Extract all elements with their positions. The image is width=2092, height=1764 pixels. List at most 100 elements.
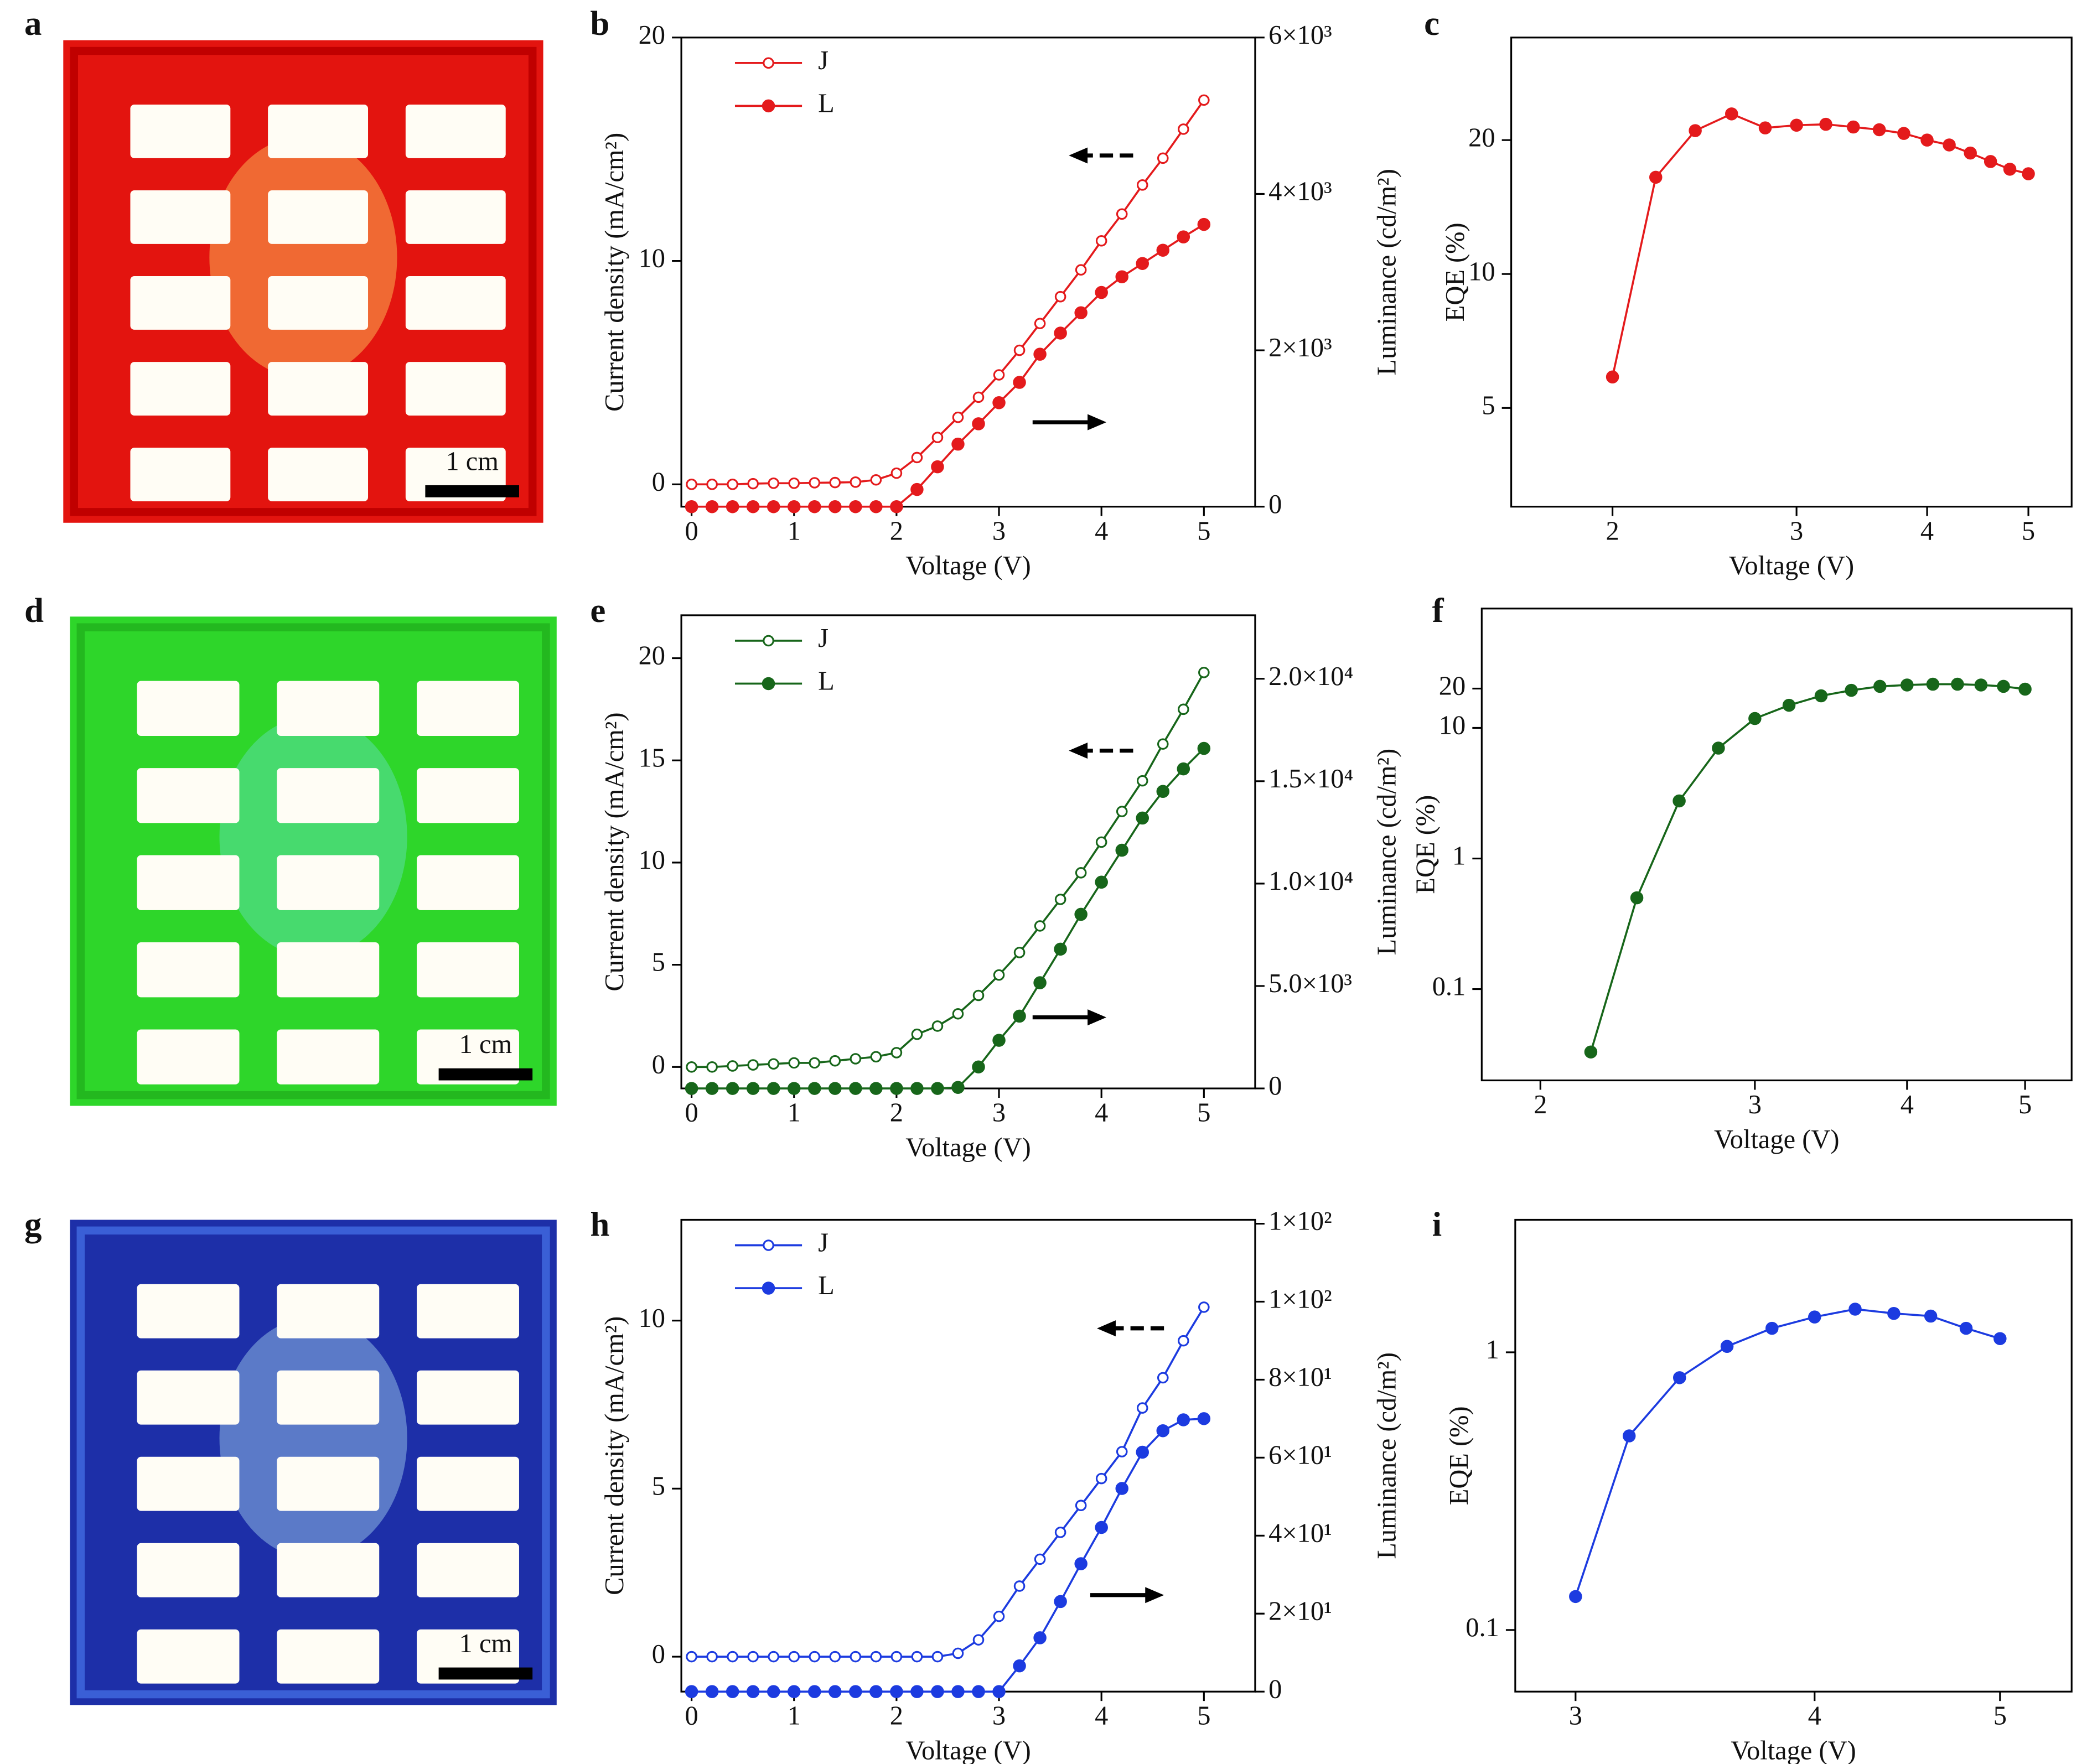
photo-pixel (137, 1629, 240, 1684)
y-axis-title: EQE (%) (1411, 795, 1441, 894)
x-axis-title: Voltage (V) (905, 1736, 1031, 1764)
data-point (972, 1634, 985, 1646)
data-point (1198, 94, 1210, 106)
data-point (1116, 208, 1128, 220)
data-point (808, 1082, 821, 1095)
legend-marker (763, 1239, 774, 1251)
plot-frame (1480, 608, 2073, 1082)
data-point (992, 1034, 1006, 1047)
panel-label: i (1432, 1205, 1442, 1243)
data-point (1177, 230, 1190, 243)
photo-frame (76, 623, 550, 1099)
data-point (829, 1055, 841, 1067)
x-tick-label: 5 (1197, 516, 1210, 546)
photo-pixel (130, 276, 231, 330)
data-point (931, 1020, 944, 1032)
data-point (809, 1651, 821, 1663)
photo-pixel (405, 276, 506, 330)
photo-frame (76, 1226, 550, 1699)
data-point (1054, 326, 1067, 340)
photo-pixel (277, 1370, 380, 1425)
panel-label: c (1424, 4, 1439, 43)
photo-pixel (277, 855, 380, 910)
data-point (931, 460, 944, 474)
data-point (1054, 1595, 1067, 1609)
data-point (768, 478, 780, 489)
data-point (685, 1685, 698, 1698)
data-point (788, 478, 800, 489)
data-point (1013, 1659, 1026, 1673)
x-tick-label: 3 (1569, 1701, 1582, 1731)
data-point (828, 1685, 842, 1698)
data-point (828, 1082, 842, 1095)
data-point (829, 476, 841, 489)
data-point (685, 1082, 698, 1095)
legend-label: J (818, 624, 828, 653)
data-point (849, 1685, 862, 1698)
panel-label: e (590, 591, 605, 630)
data-point (1959, 1321, 1973, 1335)
photo-pixel (417, 1456, 519, 1511)
data-point (870, 1051, 882, 1063)
data-point (972, 1685, 985, 1698)
data-point (1095, 235, 1107, 247)
data-point (1116, 806, 1128, 817)
data-point (1649, 170, 1663, 184)
chart: e 0 1 2 3 4 5 0 5 10 15 20 0 5.0×10³ 1.0×10⁴ 1.5×10⁴ 2.0… (590, 591, 1401, 1163)
data-point (1095, 286, 1108, 299)
series-line (1575, 1308, 2001, 1597)
data-point (746, 1685, 760, 1698)
photo-pixel (417, 1543, 519, 1597)
data-point (1198, 667, 1210, 678)
data-point (972, 391, 985, 403)
photo-pixel (277, 681, 380, 736)
x-tick-label: 4 (1095, 1701, 1108, 1731)
y2-axis-title: Luminance (cd/m²) (1372, 1352, 1401, 1559)
data-point (1872, 123, 1886, 137)
photo-pixel (417, 768, 519, 823)
data-point (1074, 306, 1088, 319)
data-point (911, 452, 923, 464)
photo-pixel (137, 1284, 240, 1338)
legend-label: L (818, 89, 835, 118)
legend-marker (762, 677, 775, 691)
series-line (691, 99, 1205, 486)
data-point (1782, 698, 1796, 712)
data-point (849, 1082, 862, 1095)
y-tick-label: 5 (1482, 391, 1495, 420)
x-tick-label: 4 (1095, 1098, 1108, 1128)
y2-tick-label: 6×10³ (1268, 20, 1332, 50)
photo-pixel (137, 1543, 240, 1597)
data-point (890, 500, 903, 513)
data-point (952, 1647, 964, 1659)
data-point (850, 1053, 862, 1065)
data-point (1848, 1303, 1862, 1316)
data-point (1984, 155, 1997, 168)
data-point (808, 1685, 821, 1698)
y2-tick-label: 4×10¹ (1268, 1518, 1332, 1548)
x-tick-label: 1 (788, 1701, 801, 1731)
y-tick-label: 1 (1452, 842, 1466, 871)
photo-pixel (268, 104, 369, 158)
data-point (686, 1061, 697, 1073)
chart: i 3 4 5 0.1 1 Voltage (V) EQE (%) (1432, 1205, 2073, 1764)
data-point (1157, 152, 1169, 164)
photo-pixel (137, 1029, 240, 1085)
photo-pixel (137, 681, 240, 736)
chart: c 2 3 4 5 5 10 20 Voltage (V) EQE (%) (1424, 4, 2073, 580)
y2-tick-label: 1.0×10⁴ (1268, 867, 1353, 896)
plot-frame (680, 37, 1256, 508)
y2-tick-label: 1.5×10⁴ (1268, 764, 1353, 793)
data-point (1630, 891, 1644, 905)
data-point (767, 500, 780, 513)
plot-frame (680, 614, 1256, 1089)
data-point (931, 432, 944, 443)
data-point (972, 417, 985, 430)
photo-pixel (268, 448, 369, 502)
x-tick-label: 1 (788, 516, 801, 546)
photo-pixel (405, 104, 506, 158)
data-point (993, 369, 1005, 381)
y-tick-label: 10 (639, 845, 665, 875)
y2-tick-label: 8×10¹ (1268, 1363, 1332, 1392)
